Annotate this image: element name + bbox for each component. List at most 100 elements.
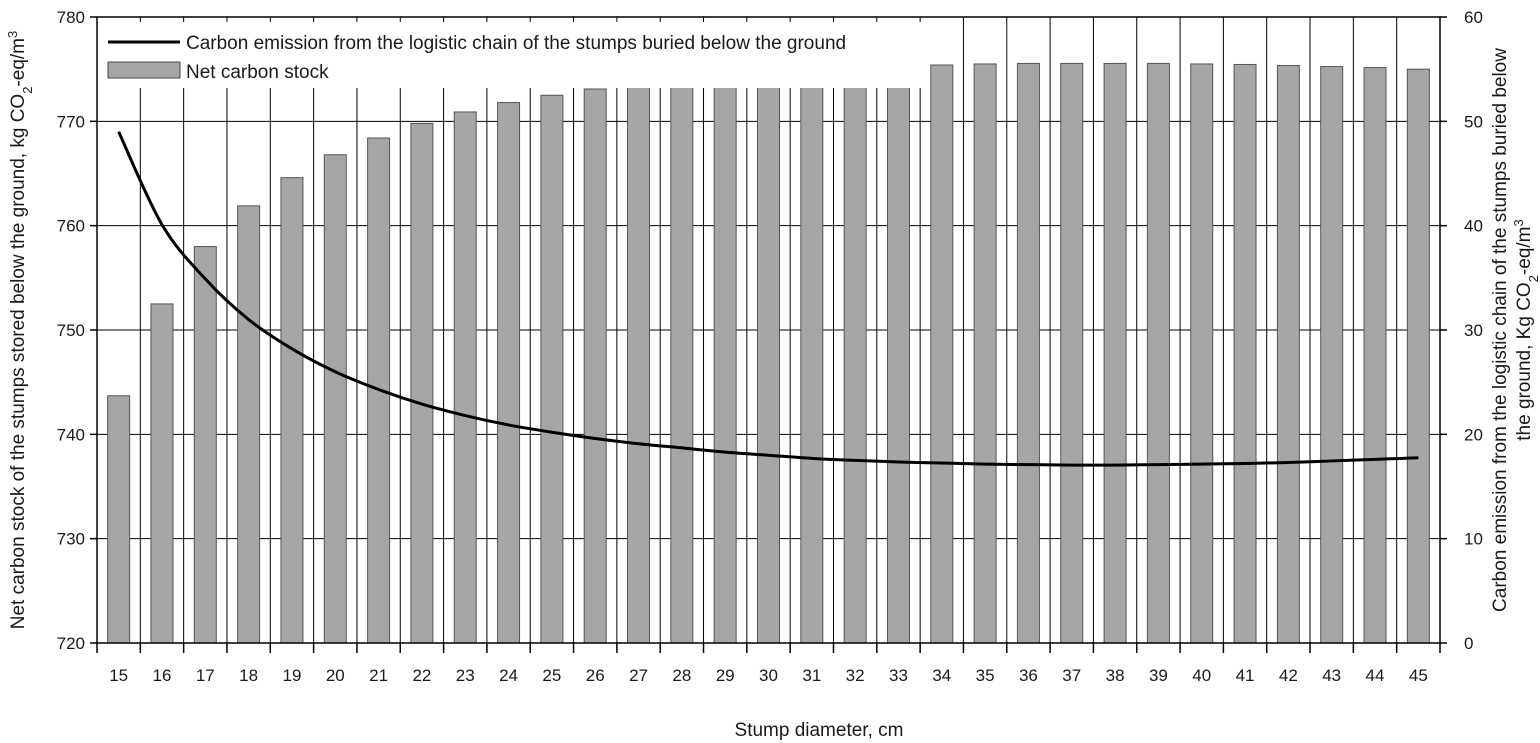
- bar-net-carbon-stock: [1146, 62, 1170, 644]
- bar-net-carbon-stock: [193, 246, 217, 644]
- right-axis-tick-labels: 0 10 20 30 40 50 60: [1464, 8, 1483, 653]
- bar-net-carbon-stock: [627, 83, 651, 644]
- right-axis-title-subscript: 2: [1526, 275, 1540, 282]
- left-axis-tick-label: 770: [57, 112, 85, 131]
- right-axis-tick-label: 60: [1464, 8, 1483, 27]
- axis-ticks: [90, 16, 1447, 653]
- x-axis-title: Stump diameter, cm: [735, 720, 904, 741]
- bar-series-net-carbon-stock: [107, 62, 1430, 644]
- bar-net-carbon-stock: [800, 69, 824, 644]
- legend: Carbon emission from the logistic chain …: [100, 22, 922, 88]
- x-axis-tick-label: 32: [846, 666, 865, 685]
- bar-net-carbon-stock: [150, 303, 174, 644]
- bar-net-carbon-stock: [670, 78, 694, 644]
- x-axis-tick-label: 23: [456, 666, 475, 685]
- x-axis-tick-label: 33: [889, 666, 908, 685]
- x-axis-tick-label: 43: [1322, 666, 1341, 685]
- right-axis-title-line2-text: the ground, Kg CO: [1514, 282, 1535, 440]
- bar-net-carbon-stock: [1233, 63, 1257, 644]
- left-axis-tick-label: 760: [57, 217, 85, 236]
- bar-net-carbon-stock: [1276, 65, 1300, 644]
- x-axis-tick-label: 39: [1149, 666, 1168, 685]
- left-axis-tick-label: 730: [57, 530, 85, 549]
- x-axis-tick-label: 17: [196, 666, 215, 685]
- x-axis-tick-label: 41: [1236, 666, 1255, 685]
- bar-net-carbon-stock: [886, 65, 910, 644]
- gridlines: [97, 17, 1440, 643]
- x-axis-tick-label: 18: [239, 666, 258, 685]
- x-axis-tick-label: 38: [1106, 666, 1125, 685]
- right-axis-tick-label: 0: [1464, 634, 1473, 653]
- bar-net-carbon-stock: [973, 63, 997, 644]
- bar-net-carbon-stock: [1103, 62, 1127, 644]
- right-axis-tick-label: 50: [1464, 112, 1483, 131]
- right-axis-tick-label: 30: [1464, 321, 1483, 340]
- left-axis-tick-label: 750: [57, 321, 85, 340]
- x-axis-tick-label: 22: [412, 666, 431, 685]
- legend-label-emission: Carbon emission from the logistic chain …: [186, 33, 846, 54]
- x-axis-tick-label: 27: [629, 666, 648, 685]
- bar-net-carbon-stock: [410, 122, 434, 644]
- bar-net-carbon-stock: [453, 111, 477, 644]
- x-axis-tick-label: 37: [1062, 666, 1081, 685]
- right-axis-title-line1: Carbon emission from the logistic chain …: [1490, 48, 1511, 612]
- bar-net-carbon-stock: [1190, 63, 1214, 644]
- left-axis-tick-label: 780: [57, 8, 85, 27]
- bar-net-carbon-stock: [713, 74, 737, 644]
- x-axis-tick-label: 34: [932, 666, 951, 685]
- right-axis-title-superscript: 3: [1511, 219, 1526, 226]
- x-axis-tick-label: 31: [802, 666, 821, 685]
- legend-bar-swatch: [107, 61, 181, 79]
- x-axis-tick-label: 40: [1192, 666, 1211, 685]
- left-axis-title-text: Net carbon stock of the stumps stored be…: [8, 94, 29, 629]
- x-axis-tick-label: 35: [976, 666, 995, 685]
- bar-net-carbon-stock: [1016, 62, 1040, 644]
- left-axis-title-superscript: 3: [5, 31, 20, 38]
- bar-net-carbon-stock: [107, 395, 131, 644]
- legend-label-net-carbon-stock: Net carbon stock: [186, 62, 329, 83]
- left-axis-title: Net carbon stock of the stumps stored be…: [5, 31, 35, 630]
- x-axis-tick-label: 30: [759, 666, 778, 685]
- right-axis-tick-label: 40: [1464, 217, 1483, 236]
- right-axis-tick-label: 20: [1464, 425, 1483, 444]
- x-axis-tick-label: 24: [499, 666, 518, 685]
- bar-net-carbon-stock: [1060, 62, 1084, 644]
- bar-net-carbon-stock: [1363, 67, 1387, 644]
- x-axis-tick-label: 20: [326, 666, 345, 685]
- left-axis-title-subscript: 2: [20, 87, 35, 94]
- bar-net-carbon-stock: [323, 154, 347, 644]
- bar-net-carbon-stock: [237, 205, 261, 644]
- bar-net-carbon-stock: [930, 64, 954, 644]
- x-axis-tick-label: 29: [716, 666, 735, 685]
- bar-net-carbon-stock: [540, 94, 564, 644]
- line-series-carbon-emission: [117, 131, 1419, 467]
- x-axis-tick-label: 28: [672, 666, 691, 685]
- bar-net-carbon-stock: [280, 177, 304, 644]
- bar-net-carbon-stock: [1320, 66, 1344, 644]
- legend-background: [100, 22, 922, 88]
- left-axis-tick-labels: 720 730 740 750 760 770 780: [57, 8, 85, 653]
- x-axis-tick-label: 15: [109, 666, 128, 685]
- bar-net-carbon-stock: [497, 102, 521, 644]
- x-axis-tick-label: 45: [1409, 666, 1428, 685]
- bar-net-carbon-stock: [583, 88, 607, 644]
- x-axis-tick-label: 25: [542, 666, 561, 685]
- bar-net-carbon-stock: [843, 67, 867, 644]
- x-axis-tick-label: 36: [1019, 666, 1038, 685]
- bar-net-carbon-stock: [1406, 68, 1430, 644]
- x-axis-tick-label: 44: [1366, 666, 1385, 685]
- x-axis-tick-label: 26: [586, 666, 605, 685]
- x-axis-tick-label: 19: [282, 666, 301, 685]
- right-axis-title-line2: the ground, Kg CO2-eq/m3: [1511, 219, 1540, 440]
- x-axis-tick-label: 16: [153, 666, 172, 685]
- x-axis-tick-label: 42: [1279, 666, 1298, 685]
- x-axis-tick-label: 21: [369, 666, 388, 685]
- left-axis-tick-label: 720: [57, 634, 85, 653]
- right-axis-tick-label: 10: [1464, 530, 1483, 549]
- left-axis-title-tail: -eq/m: [8, 38, 29, 87]
- x-axis-tick-labels: 15 16 17 18 19 20 21 22 23 24 25 26 27 28 29 30 31 32 33 34…: [109, 666, 1428, 685]
- bar-net-carbon-stock: [757, 71, 780, 644]
- left-axis-tick-label: 740: [57, 425, 85, 444]
- right-axis-title-tail: -eq/m: [1514, 226, 1535, 275]
